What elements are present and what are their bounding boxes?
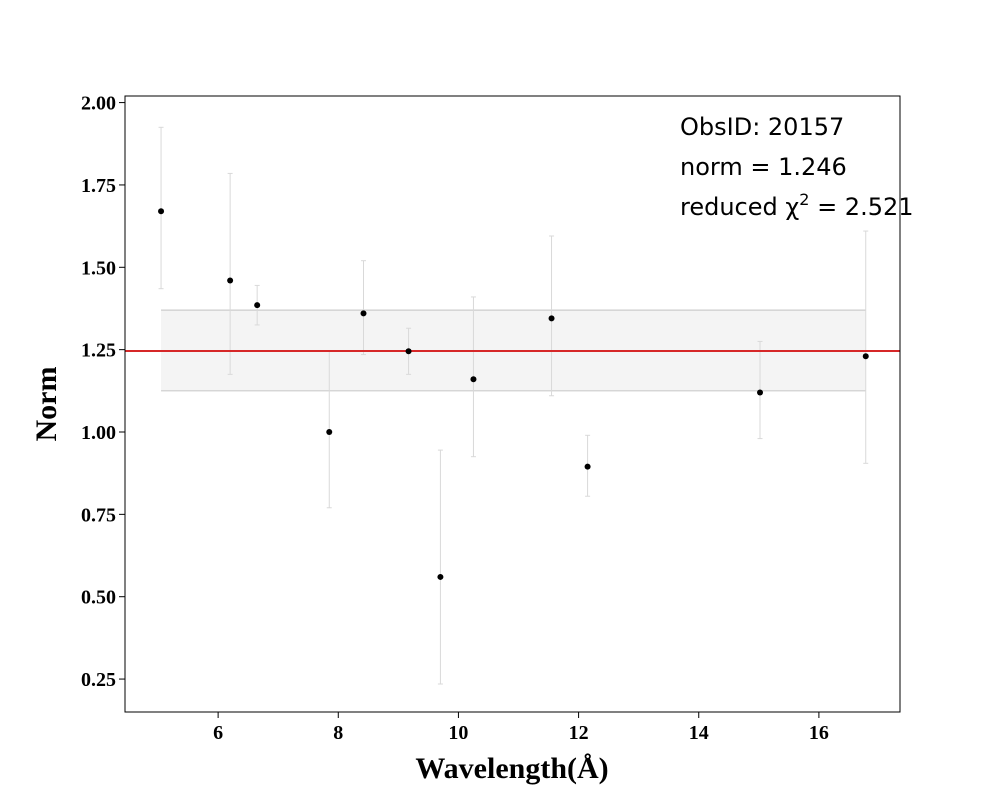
- x-tick-label: 8: [333, 722, 343, 744]
- data-point: [227, 277, 234, 284]
- plot-frame: [124, 95, 901, 713]
- x-tick-label: 12: [569, 722, 589, 744]
- y-axis-title: Norm: [30, 367, 63, 442]
- norm-annotation: norm = 1.246: [680, 153, 847, 181]
- y-tick-label: 1.00: [81, 422, 116, 444]
- data-point: [254, 302, 261, 309]
- y-axis-ticks: 0.25 0.50 0.75 1.00 1.25 1.50 1.75 2.00: [81, 93, 125, 691]
- chi-suffix: = 2.521: [809, 193, 913, 221]
- data-point: [437, 573, 444, 580]
- data-point: [757, 389, 764, 396]
- errorbar: [437, 449, 443, 685]
- x-axis-ticks: 6 8 10 12 14 16: [213, 712, 829, 744]
- data-point: [158, 208, 165, 215]
- data-point: [326, 429, 333, 435]
- y-tick-label: 1.25: [81, 340, 116, 362]
- chi-prefix: reduced χ: [680, 193, 799, 221]
- x-tick-label: 10: [448, 722, 468, 744]
- y-tick-label: 2.00: [81, 93, 116, 115]
- errorbar: [361, 260, 367, 356]
- data-point: [360, 310, 367, 317]
- data-point: [584, 463, 591, 470]
- data-point-layer: [158, 208, 869, 580]
- data-point: [862, 353, 869, 360]
- obsid-annotation: ObsID: 20157: [680, 113, 844, 141]
- errorbar: [227, 172, 233, 375]
- x-axis-title: Wavelength(Å): [415, 752, 608, 785]
- chi-superscript: 2: [799, 190, 809, 209]
- errorbar-layer: [158, 126, 869, 685]
- x-tick-label: 6: [213, 722, 223, 744]
- reduced-chi-square-annotation: reduced χ2 = 2.521: [680, 190, 914, 221]
- y-tick-label: 1.75: [81, 175, 116, 197]
- data-point: [470, 376, 477, 383]
- data-point: [548, 315, 555, 322]
- x-tick-label: 14: [689, 722, 709, 744]
- y-tick-label: 1.50: [81, 257, 116, 279]
- y-tick-label: 0.50: [81, 587, 116, 609]
- errorbar: [863, 230, 869, 464]
- x-tick-label: 16: [809, 722, 829, 744]
- errorbar: [158, 126, 164, 290]
- data-point: [405, 348, 412, 355]
- y-tick-label: 0.75: [81, 504, 116, 526]
- y-tick-label: 0.25: [81, 669, 116, 691]
